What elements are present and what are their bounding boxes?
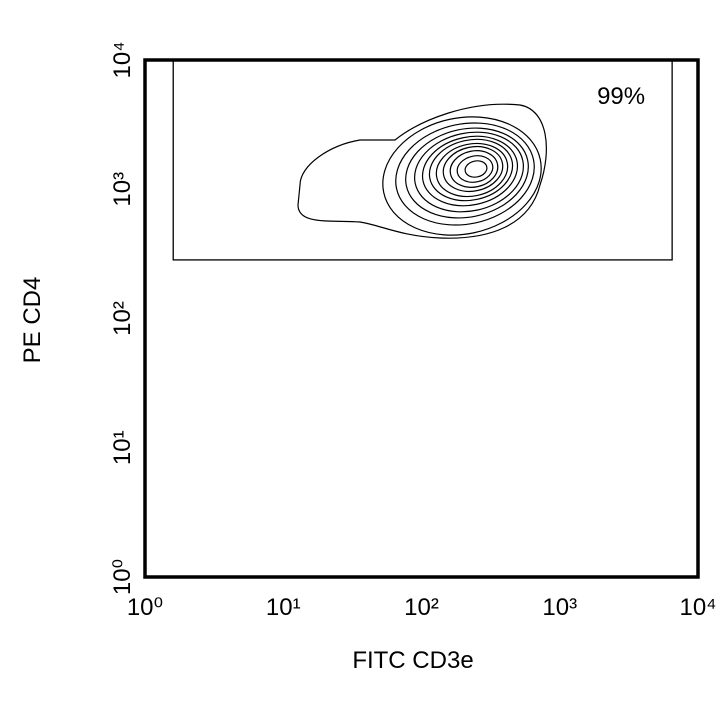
contour — [297, 103, 547, 239]
gate — [172, 59, 673, 261]
contour — [449, 150, 499, 188]
y-tick-label: 10² — [109, 301, 136, 336]
x-tick-label: 10³ — [542, 594, 577, 621]
contour — [442, 145, 504, 193]
y-tick-label: 10⁰ — [109, 559, 136, 595]
contour — [435, 142, 509, 198]
x-axis-label: FITC CD3e — [352, 647, 473, 674]
contours — [297, 103, 547, 239]
x-tick-label: 10⁰ — [127, 594, 163, 621]
contour — [413, 131, 525, 213]
contour — [428, 138, 514, 202]
y-tick-label: 10³ — [109, 172, 136, 207]
contour — [382, 116, 542, 236]
x-tick-label: 10² — [404, 594, 439, 621]
contour — [464, 160, 488, 178]
contour — [395, 122, 535, 226]
contour — [405, 127, 529, 219]
contour — [421, 135, 519, 207]
x-tick-label: 10⁴ — [679, 594, 716, 621]
contour — [456, 155, 494, 183]
y-axis-label: PE CD4 — [19, 277, 46, 364]
plot-frame — [143, 58, 700, 579]
x-tick-label: 10¹ — [266, 594, 301, 621]
y-tick-label: 10¹ — [109, 430, 136, 465]
gate-label: 99% — [597, 83, 645, 110]
y-tick-label: 10⁴ — [109, 41, 136, 78]
